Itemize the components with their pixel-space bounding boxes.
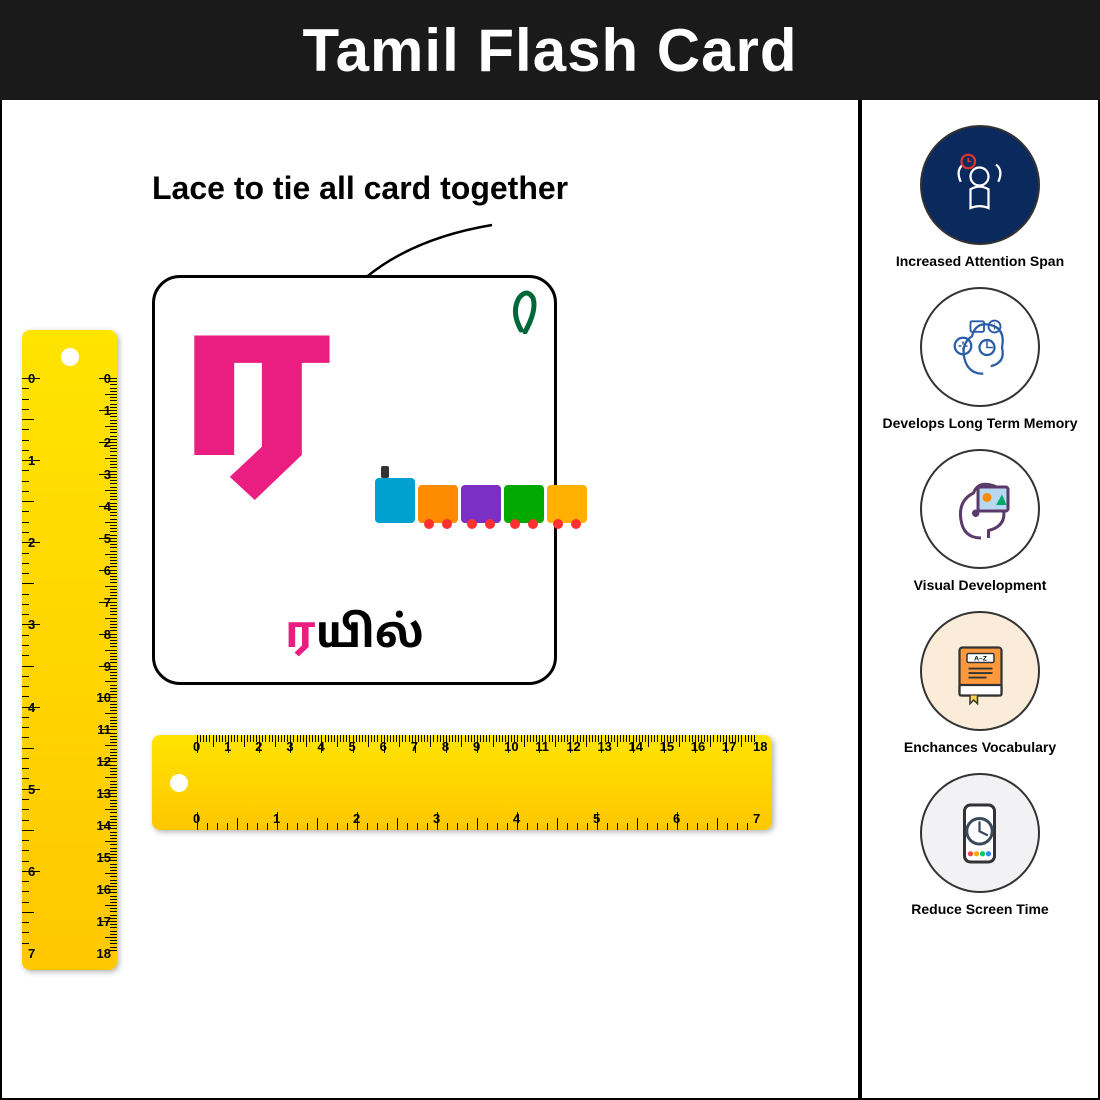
benefit-item: i Develops Long Term Memory [882,287,1077,431]
card-letter: ர [180,298,333,508]
card-word-first: ர [285,610,316,664]
train-engine-icon [375,478,415,523]
benefit-item: Reduce Screen Time [911,773,1048,917]
ruler-hole-icon [61,348,79,366]
benefit-memory-icon: i [920,287,1040,407]
ruler-hole-icon [170,774,188,792]
header-bar: Tamil Flash Card [0,0,1100,100]
train-illustration [375,478,587,523]
ruler-horizontal: 012345678910111213141516171801234567 [152,735,772,830]
benefit-visual-icon [920,449,1040,569]
ruler-number: 18 [753,739,767,754]
train-wagon-icon [418,485,458,523]
lace-hoop-icon [509,290,539,334]
benefit-label: Increased Attention Span [896,253,1064,269]
card-word: ரயில் [155,610,554,664]
svg-text:i: i [994,322,996,331]
benefit-label: Enchances Vocabulary [904,739,1056,755]
ruler-vertical: 012345678910111213141516171801234567 [22,330,117,970]
ruler-number: 7 [28,946,35,961]
benefits-sidebar: Increased Attention Span i Develops Long T… [860,100,1100,1100]
benefit-book-icon: A–Z [920,611,1040,731]
lace-label: Lace to tie all card together [152,170,568,207]
page-title: Tamil Flash Card [302,16,797,85]
benefit-attention-icon [920,125,1040,245]
train-wagon-icon [547,485,587,523]
svg-text:A–Z: A–Z [974,655,987,662]
main-panel: Lace to tie all card together ர ரயில் 01… [0,100,860,1100]
benefit-phone-icon [920,773,1040,893]
body: Lace to tie all card together ர ரயில் 01… [0,100,1100,1100]
benefit-item: Increased Attention Span [896,125,1064,269]
card-word-rest: யில் [316,610,424,664]
flash-card: ர ரயில் [152,275,557,685]
benefit-label: Develops Long Term Memory [882,415,1077,431]
ruler-number: 18 [97,946,111,961]
benefit-item: Visual Development [914,449,1047,593]
benefit-label: Visual Development [914,577,1047,593]
train-wagon-icon [504,485,544,523]
train-wagon-icon [461,485,501,523]
benefit-label: Reduce Screen Time [911,901,1048,917]
benefit-item: A–Z Enchances Vocabulary [904,611,1056,755]
ruler-number: 7 [753,811,760,826]
